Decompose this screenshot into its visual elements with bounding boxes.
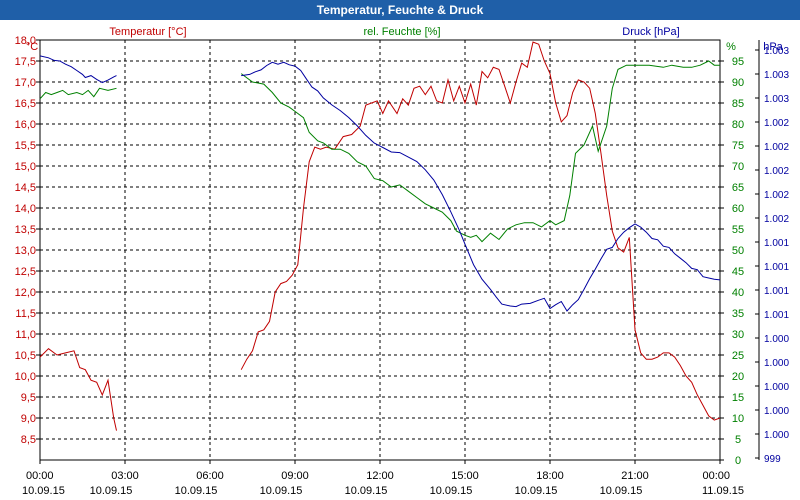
humidity-tick-label: 0 [735,455,741,467]
pressure-tick-label: 1.002 [764,190,789,201]
humidity-tick-label: 45 [732,266,744,278]
series-line-humidity [39,87,117,100]
series-line-pressure [241,61,721,312]
humidity-tick-label: 20 [732,371,744,383]
temp-tick-label: 15,0 [15,161,36,173]
pressure-tick-label: 1.002 [764,142,789,153]
x-tick-date: 10.09.15 [430,485,473,497]
temp-tick-label: 13,5 [15,224,36,236]
pressure-tick-label: 1.000 [764,406,789,417]
pressure-unit-label: hPa [763,41,783,53]
temperature-axis: 8,5 9,0 9,5 10,0 10,5 11,0 11,5 12,0 12,5 13,0 13,… [15,35,40,446]
pressure-tick-label: 1.000 [764,382,789,393]
x-axis: 00:00 10.09.15 03:00 10.09.15 06:00 10.09.15 0… [22,460,744,497]
chart-title: Temperatur, Feuchte & Druck [0,0,800,20]
pressure-tick-label: 1.003 [764,94,789,105]
temp-tick-label: 15,5 [15,140,36,152]
temp-tick-label: 17,0 [15,77,36,89]
x-tick-date: 10.09.15 [345,485,388,497]
axis-headers: Temperatur [°C] rel. Feuchte [%] Druck [hP… [26,26,784,53]
grid [40,40,720,460]
series-line-humidity [240,60,720,243]
humidity-axis: 0 5 10 15 20 25 30 35 40 45 50 55 60 65 70 75 80 85 90 95 [720,56,744,467]
temp-tick-label: 13,0 [15,245,36,257]
x-tick-time: 06:00 [196,470,224,482]
humidity-unit-label: % [726,41,736,53]
pressure-tick-label: 1.000 [764,334,789,345]
pressure-tick-label: 1.000 [764,358,789,369]
pressure-tick-label: 1.001 [764,238,789,249]
pressure-axis: 999 1.000 1.000 1.000 1.000 1.000 1.001 1.001 1.… [755,40,789,465]
x-tick-date: 10.09.15 [175,485,218,497]
temp-tick-label: 10,5 [15,350,36,362]
humidity-tick-label: 25 [732,350,744,362]
humidity-tick-label: 60 [732,203,744,215]
x-tick-date: 10.09.15 [515,485,558,497]
x-tick-time: 12:00 [366,470,394,482]
temperature-unit-label: °C [26,41,38,53]
humidity-tick-label: 10 [732,413,744,425]
temp-tick-label: 12,0 [15,287,36,299]
temp-tick-label: 18,0 [15,35,36,47]
humidity-tick-label: 35 [732,308,744,320]
temp-tick-label: 9,0 [21,413,36,425]
pressure-tick-label: 1.002 [764,214,789,225]
humidity-tick-label: 40 [732,287,744,299]
temp-tick-label: 16,0 [15,119,36,131]
humidity-tick-label: 95 [732,56,744,68]
humidity-tick-label: 75 [732,140,744,152]
series-line-temperature [39,348,117,431]
humidity-tick-label: 65 [732,182,744,194]
temp-tick-label: 14,5 [15,182,36,194]
pressure-tick-label: 1.001 [764,286,789,297]
series-line-pressure [39,55,117,84]
pressure-tick-label: 1.002 [764,166,789,177]
pressure-tick-label: 1.003 [764,46,789,57]
pressure-tick-label: 1.001 [764,310,789,321]
x-tick-time: 09:00 [281,470,309,482]
temp-tick-label: 8,5 [21,434,36,446]
pressure-tick-label: 1.002 [764,118,789,129]
humidity-tick-label: 5 [735,434,741,446]
humidity-tick-label: 15 [732,392,744,404]
humidity-tick-label: 80 [732,119,744,131]
humidity-axis-title: rel. Feuchte [%] [363,26,440,38]
x-tick-time: 15:00 [451,470,479,482]
x-tick-time: 18:00 [536,470,564,482]
series-layer [39,41,721,431]
temp-tick-label: 16,5 [15,98,36,110]
pressure-tick-label: 1.003 [764,70,789,81]
temp-tick-label: 11,0 [15,329,36,341]
humidity-tick-label: 50 [732,245,744,257]
x-tick-time: 00:00 [26,470,54,482]
temp-tick-label: 9,5 [21,392,36,404]
temp-tick-label: 17,5 [15,56,36,68]
pressure-tick-label: 1.000 [764,430,789,441]
series-line-temperature [240,41,721,421]
x-tick-time: 00:00 [702,470,730,482]
humidity-tick-label: 30 [732,329,744,341]
x-tick-time: 21:00 [621,470,649,482]
pressure-tick-label: 999 [764,454,781,465]
x-tick-time: 03:00 [111,470,139,482]
temp-tick-label: 14,0 [15,203,36,215]
x-tick-date: 10.09.15 [600,485,643,497]
x-tick-date: 10.09.15 [22,485,65,497]
humidity-tick-label: 55 [732,224,744,236]
temp-tick-label: 11,5 [15,308,36,320]
temp-tick-label: 12,5 [15,266,36,278]
humidity-tick-label: 90 [732,77,744,89]
humidity-tick-label: 85 [732,98,744,110]
x-tick-date: 10.09.15 [90,485,133,497]
temperature-axis-title: Temperatur [°C] [109,26,186,38]
temp-tick-label: 10,0 [15,371,36,383]
humidity-tick-label: 70 [732,161,744,173]
x-tick-date: 11.09.15 [702,485,744,497]
pressure-tick-label: 1.001 [764,262,789,273]
x-tick-date: 10.09.15 [260,485,303,497]
pressure-axis-title: Druck [hPa] [622,26,679,38]
